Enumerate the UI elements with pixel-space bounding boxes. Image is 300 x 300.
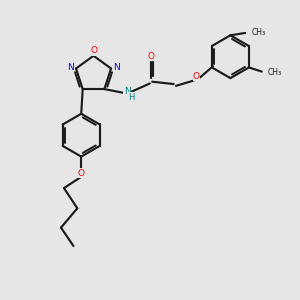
Text: H: H: [128, 93, 134, 102]
Text: O: O: [148, 52, 154, 61]
Text: O: O: [193, 72, 200, 81]
Text: CH₃: CH₃: [251, 28, 265, 38]
Text: N: N: [113, 62, 120, 71]
Text: N: N: [124, 87, 130, 96]
Text: CH₃: CH₃: [268, 68, 282, 77]
Text: N: N: [67, 62, 74, 71]
Text: O: O: [77, 169, 84, 178]
Text: O: O: [90, 46, 97, 55]
